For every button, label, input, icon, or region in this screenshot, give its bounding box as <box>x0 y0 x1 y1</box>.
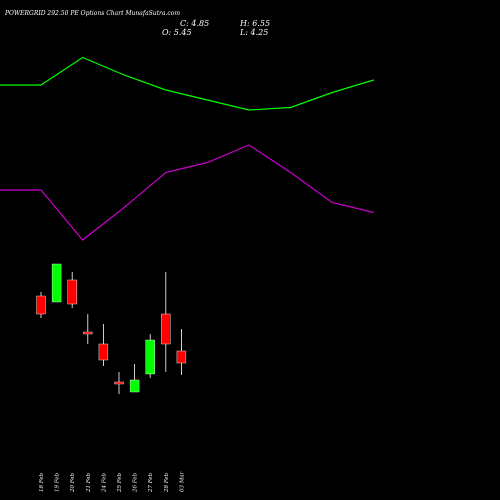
high-value: H: 6.55 <box>239 19 270 28</box>
open-value: O: 5.45 <box>162 28 192 37</box>
x-tick-label: 19 Feb <box>55 472 61 492</box>
candle-body <box>176 350 187 364</box>
candle-9 <box>161 272 171 372</box>
candle-body <box>67 279 77 305</box>
x-tick-label: 18 Feb <box>39 472 45 492</box>
x-axis-ticks: 18 Feb 19 Feb 20 Feb 21 Feb 24 Feb 25 Feb 26 F… <box>39 471 185 493</box>
candlesticks <box>36 263 187 394</box>
x-tick-label: 27 Feb <box>148 472 154 493</box>
x-tick-label: 03 Mar <box>179 471 185 492</box>
candle-8 <box>145 334 155 378</box>
indicator-lines <box>0 56 374 241</box>
candle-body <box>36 295 46 315</box>
candle-5 <box>98 324 109 366</box>
x-tick-label: 20 Feb <box>70 472 76 493</box>
indicator-line-1 <box>0 56 374 111</box>
candle-7 <box>129 364 140 393</box>
candle-4 <box>83 314 93 344</box>
indicator-line-2 <box>0 144 374 241</box>
x-tick-label: 28 Feb <box>164 472 170 493</box>
close-value: C: 4.85 <box>180 19 209 28</box>
candle-body <box>129 379 140 393</box>
candle-body <box>83 331 93 335</box>
candle-body <box>145 339 155 375</box>
candle-3 <box>67 272 77 308</box>
candle-body <box>51 263 62 303</box>
x-tick-label: 26 Feb <box>133 472 139 493</box>
candle-body <box>98 343 109 361</box>
candle-6 <box>114 372 124 394</box>
x-tick-label: 24 Feb <box>101 472 107 493</box>
x-tick-label: 21 Feb <box>86 472 92 493</box>
candle-body <box>161 313 171 345</box>
candle-body <box>114 381 124 385</box>
candle-1 <box>36 292 46 318</box>
candle-2 <box>51 263 62 303</box>
x-tick-label: 25 Feb <box>117 472 123 493</box>
candle-10 <box>176 329 187 375</box>
chart-title: POWERGRID 292.50 PE Options Chart Munafa… <box>4 10 180 17</box>
low-value: L: 4.25 <box>239 28 268 37</box>
